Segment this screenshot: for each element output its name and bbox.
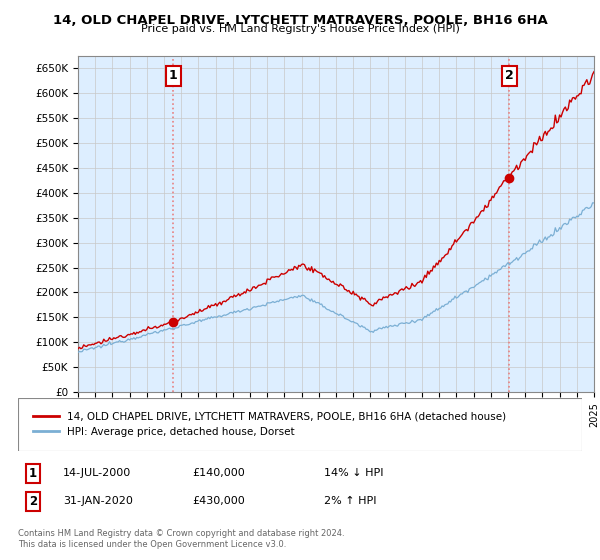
Text: Price paid vs. HM Land Registry's House Price Index (HPI): Price paid vs. HM Land Registry's House … bbox=[140, 24, 460, 34]
Text: 2% ↑ HPI: 2% ↑ HPI bbox=[324, 496, 377, 506]
Text: £140,000: £140,000 bbox=[192, 468, 245, 478]
Text: Contains HM Land Registry data © Crown copyright and database right 2024.
This d: Contains HM Land Registry data © Crown c… bbox=[18, 529, 344, 549]
Legend: 14, OLD CHAPEL DRIVE, LYTCHETT MATRAVERS, POOLE, BH16 6HA (detached house), HPI:: 14, OLD CHAPEL DRIVE, LYTCHETT MATRAVERS… bbox=[29, 408, 511, 441]
Text: 1: 1 bbox=[169, 69, 178, 82]
Text: 14% ↓ HPI: 14% ↓ HPI bbox=[324, 468, 383, 478]
Text: 1: 1 bbox=[29, 466, 37, 480]
Text: 2: 2 bbox=[505, 69, 514, 82]
Text: 2: 2 bbox=[29, 494, 37, 508]
Text: 31-JAN-2020: 31-JAN-2020 bbox=[63, 496, 133, 506]
Text: £430,000: £430,000 bbox=[192, 496, 245, 506]
Text: 14, OLD CHAPEL DRIVE, LYTCHETT MATRAVERS, POOLE, BH16 6HA: 14, OLD CHAPEL DRIVE, LYTCHETT MATRAVERS… bbox=[53, 14, 547, 27]
Text: 14-JUL-2000: 14-JUL-2000 bbox=[63, 468, 131, 478]
FancyBboxPatch shape bbox=[18, 398, 582, 451]
